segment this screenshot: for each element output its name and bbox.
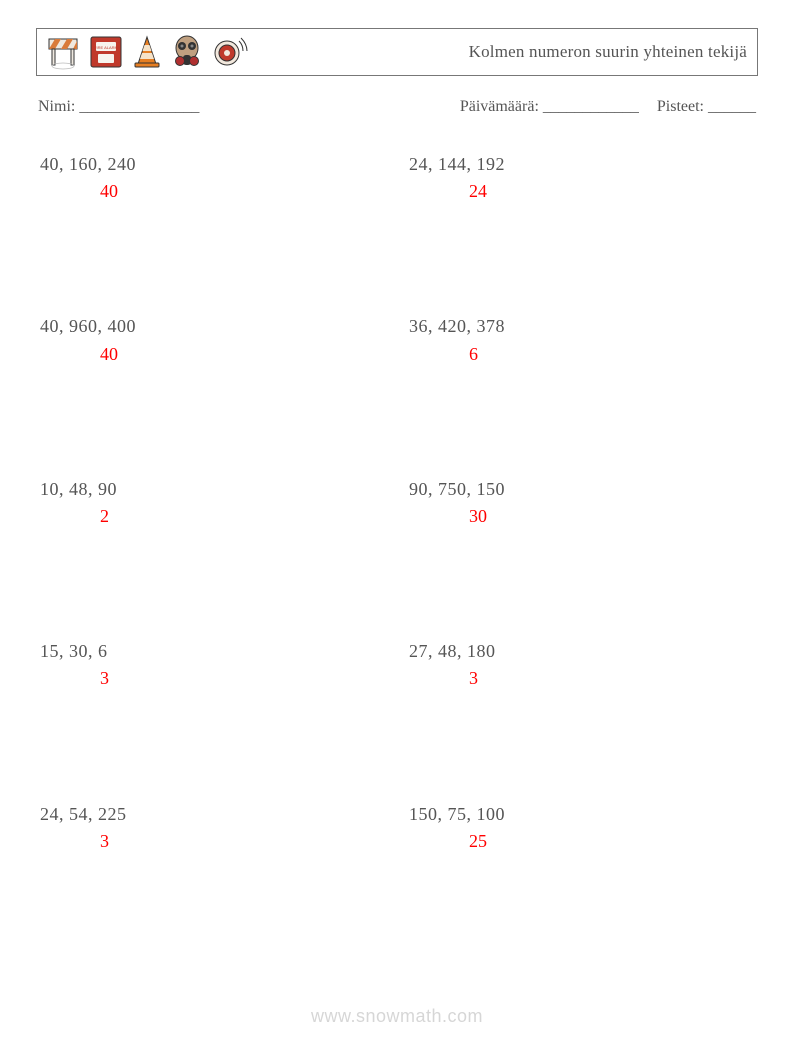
problem-item: 10, 48, 90 2 [40,477,389,529]
problem-answer: 2 [40,504,389,529]
traffic-cone-icon [129,33,165,71]
svg-text:FIRE ALARM: FIRE ALARM [94,45,118,50]
problem-item: 36, 420, 378 6 [409,314,758,366]
problem-item: 27, 48, 180 3 [409,639,758,691]
problem-answer: 3 [409,666,758,691]
barrier-icon [43,33,83,71]
problem-question: 36, 420, 378 [409,314,758,339]
watermark: www.snowmath.com [0,1006,794,1027]
problem-answer: 24 [409,179,758,204]
problem-answer: 40 [40,179,389,204]
fire-alarm-icon: FIRE ALARM [87,33,125,71]
problem-item: 40, 160, 240 40 [40,152,389,204]
problem-question: 15, 30, 6 [40,639,389,664]
problem-item: 15, 30, 6 3 [40,639,389,691]
problem-answer: 3 [40,829,389,854]
meta-right: Päivämäärä: ____________ Pisteet: ______ [460,98,756,116]
worksheet-page: FIRE ALARM [0,0,794,1053]
problem-answer: 40 [40,342,389,367]
problem-item: 150, 75, 100 25 [409,802,758,854]
header-icon-row: FIRE ALARM [43,33,249,71]
problem-item: 24, 144, 192 24 [409,152,758,204]
problem-answer: 30 [409,504,758,529]
problem-question: 24, 54, 225 [40,802,389,827]
problem-question: 10, 48, 90 [40,477,389,502]
problem-question: 90, 750, 150 [409,477,758,502]
gas-mask-icon [169,33,205,71]
problem-question: 24, 144, 192 [409,152,758,177]
problem-item: 90, 750, 150 30 [409,477,758,529]
problem-question: 150, 75, 100 [409,802,758,827]
alarm-bell-icon [209,33,249,71]
meta-row: Nimi: _______________ Päivämäärä: ______… [36,98,758,116]
name-field-label: Nimi: _______________ [38,98,199,116]
problem-question: 40, 160, 240 [40,152,389,177]
problem-item: 24, 54, 225 3 [40,802,389,854]
problem-question: 40, 960, 400 [40,314,389,339]
problem-answer: 6 [409,342,758,367]
worksheet-title: Kolmen numeron suurin yhteinen tekijä [469,42,747,62]
problem-item: 40, 960, 400 40 [40,314,389,366]
header-box: FIRE ALARM [36,28,758,76]
problems-grid: 40, 160, 240 40 24, 144, 192 24 40, 960,… [36,152,758,854]
problem-answer: 3 [40,666,389,691]
problem-answer: 25 [409,829,758,854]
problem-question: 27, 48, 180 [409,639,758,664]
score-field-label: Pisteet: ______ [657,98,756,116]
date-field-label: Päivämäärä: ____________ [460,98,639,116]
